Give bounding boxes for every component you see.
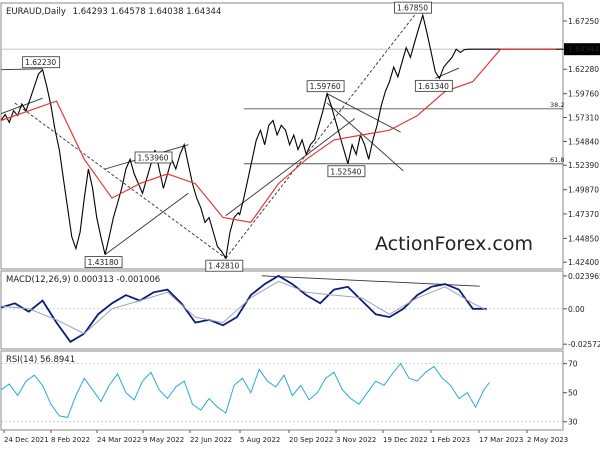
price-annotation-label: 1.61340	[418, 82, 449, 91]
x-tick-label: 22 Jun 2022	[190, 436, 232, 444]
x-tick-label: 20 Sep 2022	[289, 436, 333, 444]
x-tick-label: 17 Mar 2023	[479, 436, 523, 444]
fib-level-label: 61.8	[550, 156, 564, 164]
trend-line	[0, 68, 43, 71]
price-annotation-box	[327, 165, 366, 178]
price-axis-tick-label: 1.57310	[568, 113, 599, 122]
price-annotation-box	[394, 1, 432, 14]
price-annotation-box	[22, 56, 61, 69]
price-panel: 38.2 61.8 1.62230 1.43180 1.53960 1.42810 1.59…	[0, 1, 600, 272]
x-tick-label: 9 May 2022	[143, 436, 184, 444]
price-annotation-label: 1.53960	[138, 153, 169, 162]
rsi-axis-tick-label: 30	[568, 418, 578, 427]
price-annotation-label: 1.59760	[310, 82, 341, 91]
trend-line	[435, 67, 460, 79]
ohlc-readout: 1.64293 1.64578 1.64038 1.64344	[73, 7, 222, 17]
symbol-label: EURAUD,Daily	[6, 7, 66, 17]
rsi-axis-tick-label: 50	[568, 389, 578, 398]
macd-panel-frame	[0, 270, 564, 350]
x-tick-label: 5 Aug 2022	[240, 436, 280, 444]
x-tick-label: 2 May 2023	[527, 436, 568, 444]
price-panel-frame	[0, 2, 564, 270]
x-axis: 24 Dec 2021 8 Feb 2022 24 Mar 2022 9 May 20…	[3, 430, 568, 444]
price-annotation-label: 1.62230	[25, 58, 56, 67]
price-annotation-box	[84, 256, 123, 269]
series-rsi-line	[0, 362, 490, 418]
x-tick-label: 24 Mar 2022	[97, 436, 141, 444]
price-axis-tick-label: 1.49870	[568, 186, 599, 195]
rsi-panel-frame	[0, 350, 564, 431]
x-tick-label: 19 Dec 2022	[383, 436, 428, 444]
trend-line	[0, 97, 43, 115]
price-axis-tick-label: 1.62280	[568, 65, 599, 74]
trend-line	[326, 93, 401, 133]
price-axis-tick-label: 1.42400	[568, 258, 599, 267]
price-annotation-label: 1.52540	[330, 167, 361, 176]
macd-panel-title: MACD(12,26,9) 0.000313 -0.001006	[6, 275, 160, 285]
current-price-box	[564, 43, 600, 56]
x-tick-label: 1 Feb 2023	[431, 436, 470, 444]
price-annotation-label: 1.42810	[208, 262, 239, 271]
price-axis-tick-label: 1.64344	[568, 45, 599, 54]
trend-line	[225, 14, 415, 259]
price-axis-tick-label: 1.54840	[568, 137, 599, 146]
price-annotation-label: 1.43180	[88, 258, 119, 267]
price-axis-tick-label: 1.67250	[568, 17, 599, 26]
price-panel-title: EURAUD,Daily 1.64293 1.64578 1.64038 1.6…	[6, 7, 221, 17]
price-annotation-box	[134, 151, 173, 164]
price-axis-tick-label: 1.44850	[568, 234, 599, 243]
rsi-panel: 70 50 30	[0, 360, 578, 427]
trend-line	[326, 102, 404, 172]
rsi-panel-title: RSI(14) 56.8941	[6, 355, 75, 365]
trend-line	[225, 118, 356, 216]
price-annotation-box	[414, 79, 453, 92]
macd-axis-tick-label: 0.00	[568, 305, 585, 314]
price-axis-tick-label: 1.59760	[568, 90, 599, 99]
fib-level-label: 38.2	[550, 101, 564, 109]
trend-line	[104, 192, 189, 255]
x-tick-label: 24 Dec 2021	[4, 436, 49, 444]
price-annotation-box	[205, 259, 244, 272]
series-signal-line	[0, 280, 487, 335]
series-close-line	[0, 13, 563, 260]
x-tick-label: 3 Nov 2022	[336, 436, 376, 444]
watermark: ActionForex.com	[375, 233, 533, 255]
macd-panel: 0.023965 0.00 -0.025726	[0, 272, 600, 349]
price-annotation-label: 1.67850	[397, 4, 428, 13]
macd-axis-tick-label: -0.025726	[568, 340, 600, 349]
macd-axis-tick-label: 0.023965	[568, 272, 600, 281]
price-axis-tick-label: 1.52390	[568, 161, 599, 170]
price-axis-tick-label: 1.47370	[568, 210, 599, 219]
series-macd-line	[0, 274, 487, 343]
rsi-axis-tick-label: 70	[568, 360, 578, 369]
x-tick-label: 8 Feb 2022	[51, 436, 90, 444]
price-annotation-box	[306, 80, 345, 93]
series-ma-line	[0, 48, 557, 224]
trend-line	[14, 102, 227, 259]
